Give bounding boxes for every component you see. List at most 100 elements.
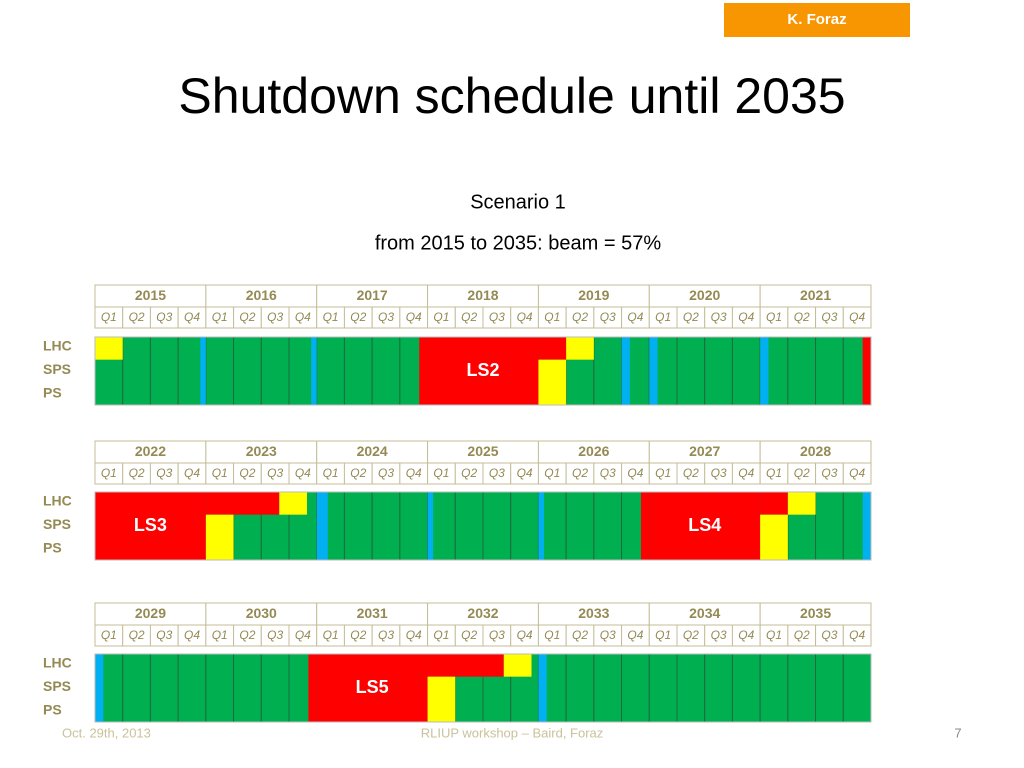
run-cell	[731, 336, 761, 406]
quarter-label: Q3	[600, 466, 616, 480]
run-cell	[177, 653, 207, 723]
quarter-label: Q3	[267, 310, 283, 324]
run-cell	[704, 653, 733, 723]
row-label: LHC	[43, 493, 72, 509]
segment	[538, 359, 567, 405]
quarter-label: Q2	[794, 310, 810, 324]
run-cell	[815, 491, 844, 561]
segment	[538, 492, 544, 560]
segment	[503, 654, 532, 677]
row-label: LHC	[43, 655, 72, 671]
run-cell	[815, 336, 844, 406]
segment	[760, 337, 769, 405]
quarter-label: Q2	[239, 310, 255, 324]
quarter-label: Q4	[184, 466, 200, 480]
segment	[427, 676, 456, 722]
segment	[316, 492, 328, 560]
footer-event: RLIUP workshop – Baird, Foraz	[421, 725, 604, 740]
quarter-label: Q4	[295, 310, 311, 324]
quarter-label: Q3	[156, 628, 172, 642]
quarter-label: Q3	[821, 628, 837, 642]
quarter-label: Q1	[323, 466, 339, 480]
quarter-label: Q4	[406, 310, 422, 324]
quarter-label: Q4	[295, 628, 311, 642]
author-tag-box	[724, 3, 910, 37]
shutdown-label: LS5	[356, 677, 389, 697]
run-cell	[205, 336, 235, 406]
run-cell	[260, 336, 290, 406]
quarter-label: Q4	[295, 466, 311, 480]
run-cell	[593, 653, 623, 723]
year-label: 2035	[800, 605, 831, 621]
quarter-label: Q2	[572, 628, 588, 642]
segment	[427, 337, 539, 405]
quarter-label: Q3	[600, 310, 616, 324]
year-label: 2015	[135, 287, 166, 303]
quarter-label: Q4	[849, 466, 865, 480]
quarter-label: Q4	[517, 628, 533, 642]
run-cell	[343, 336, 373, 406]
footer-date: Oct. 29th, 2013	[62, 725, 151, 740]
quarter-label: Q3	[267, 466, 283, 480]
quarter-label: Q1	[323, 628, 339, 642]
run-cell	[260, 653, 290, 723]
quarter-label: Q2	[350, 466, 366, 480]
row-label: PS	[43, 702, 62, 718]
quarter-label: Q2	[239, 466, 255, 480]
quarter-label: Q4	[406, 466, 422, 480]
quarter-label: Q4	[738, 466, 754, 480]
quarter-label: Q4	[517, 310, 533, 324]
segment	[760, 514, 788, 560]
segment	[205, 514, 234, 560]
run-cell	[648, 653, 678, 723]
row-label: SPS	[43, 678, 71, 694]
year-label: 2022	[135, 443, 166, 459]
quarter-label: Q2	[461, 628, 477, 642]
bar-frame	[94, 336, 872, 406]
segment	[427, 654, 504, 677]
run-cell	[149, 336, 179, 406]
run-cell	[233, 653, 262, 723]
quarter-label: Q2	[572, 466, 588, 480]
segment	[311, 337, 317, 405]
quarter-label: Q4	[627, 310, 643, 324]
quarter-label: Q1	[544, 466, 560, 480]
row-label: PS	[43, 540, 62, 556]
quarter-label: Q1	[212, 466, 228, 480]
quarter-label: Q4	[517, 466, 533, 480]
quarter-label: Q3	[378, 466, 394, 480]
run-cell	[565, 491, 595, 561]
quarter-label: Q2	[461, 466, 477, 480]
year-label: 2031	[357, 605, 388, 621]
segment	[316, 654, 428, 722]
page-number: 7	[954, 725, 961, 740]
segment	[308, 654, 317, 722]
run-cell	[122, 653, 151, 723]
run-cell	[122, 336, 151, 406]
quarter-label: Q1	[433, 628, 449, 642]
run-cell	[316, 336, 345, 406]
segment	[95, 654, 104, 722]
segment	[621, 337, 630, 405]
quarter-label: Q3	[821, 310, 837, 324]
segment	[279, 492, 308, 515]
run-cell	[343, 491, 373, 561]
row-label: SPS	[43, 516, 71, 532]
quarter-label: Q4	[627, 466, 643, 480]
quarter-label: Q1	[212, 310, 228, 324]
quarter-label: Q1	[544, 628, 560, 642]
shutdown-label: LS2	[466, 360, 499, 380]
bar-frame	[94, 653, 872, 723]
year-label: 2017	[357, 287, 388, 303]
quarter-label: Q2	[572, 310, 588, 324]
quarter-label: Q3	[267, 628, 283, 642]
quarter-label: Q1	[544, 310, 560, 324]
run-cell	[759, 653, 789, 723]
quarter-label: Q2	[683, 466, 699, 480]
quarter-label: Q3	[711, 628, 727, 642]
year-label: 2029	[135, 605, 166, 621]
segment	[427, 492, 434, 560]
run-cell	[731, 653, 761, 723]
year-label: 2033	[578, 605, 609, 621]
